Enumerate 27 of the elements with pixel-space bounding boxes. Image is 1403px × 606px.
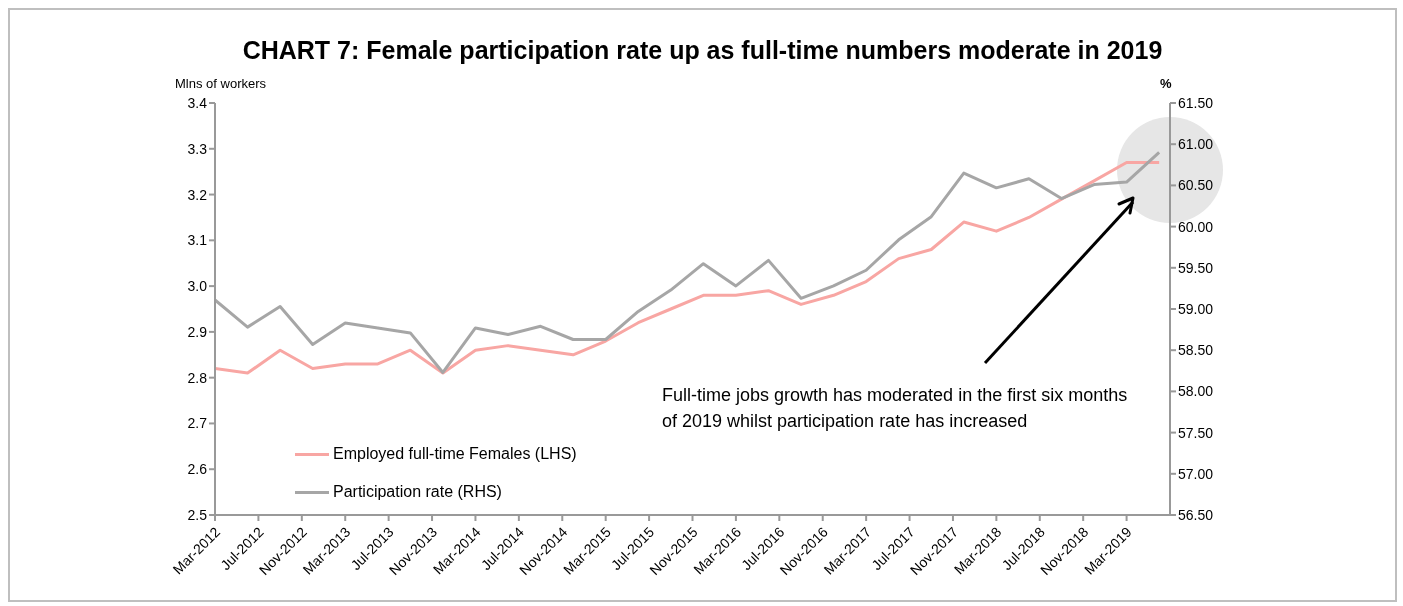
y-tick-label: 3.0 xyxy=(187,278,208,295)
y-tick-label: 3.2 xyxy=(187,186,208,203)
y2-tick-label: 58.00 xyxy=(1178,383,1214,400)
y-tick-label: 2.8 xyxy=(187,369,208,386)
y2-tick-label: 61.50 xyxy=(1178,94,1214,111)
y-tick-label: 3.3 xyxy=(187,140,208,157)
y-tick-label: 3.1 xyxy=(187,232,208,249)
y-tick-label: 3.4 xyxy=(187,94,208,111)
legend-label: Employed full-time Females (LHS) xyxy=(333,445,577,463)
y-tick-label: 2.7 xyxy=(187,415,208,432)
annotation: Full-time jobs growth has moderated in the first six months of 2019 whilst participation rate has increased xyxy=(662,384,1129,433)
y2-tick-label: 57.50 xyxy=(1178,424,1214,441)
y2-tick-label: 59.00 xyxy=(1178,300,1214,317)
y2-tick-label: 57.00 xyxy=(1178,465,1214,482)
y2-tick-label: 60.50 xyxy=(1178,177,1214,194)
y2-axis-title: % xyxy=(1160,76,1172,91)
y2-tick-label: 60.00 xyxy=(1178,218,1214,235)
y-tick-label: 2.5 xyxy=(187,506,208,523)
y-tick-label: 2.9 xyxy=(187,323,208,340)
chart-title: CHART 7: Female participation rate up as full-time numbers moderate in 2019 xyxy=(241,36,1164,65)
y2-tick-label: 56.50 xyxy=(1178,506,1214,523)
y2-tick-label: 58.50 xyxy=(1178,342,1214,359)
y2-tick-label: 61.00 xyxy=(1178,136,1214,153)
y-axis-title: Mlns of workers xyxy=(175,76,267,91)
legend-label: Participation rate (RHS) xyxy=(333,483,502,501)
y-tick-label: 2.6 xyxy=(187,461,208,478)
y2-tick-label: 59.50 xyxy=(1178,259,1214,276)
